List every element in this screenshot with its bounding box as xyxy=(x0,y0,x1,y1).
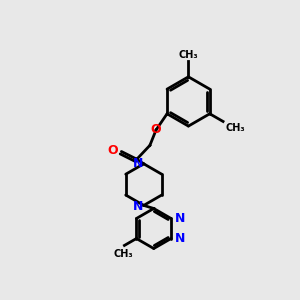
Text: CH₃: CH₃ xyxy=(225,123,245,133)
Text: N: N xyxy=(133,200,143,213)
Text: O: O xyxy=(150,123,160,136)
Text: N: N xyxy=(175,212,185,225)
Text: O: O xyxy=(107,144,118,157)
Text: N: N xyxy=(175,232,185,245)
Text: CH₃: CH₃ xyxy=(178,50,198,60)
Text: CH₃: CH₃ xyxy=(113,249,133,259)
Text: N: N xyxy=(133,157,143,169)
